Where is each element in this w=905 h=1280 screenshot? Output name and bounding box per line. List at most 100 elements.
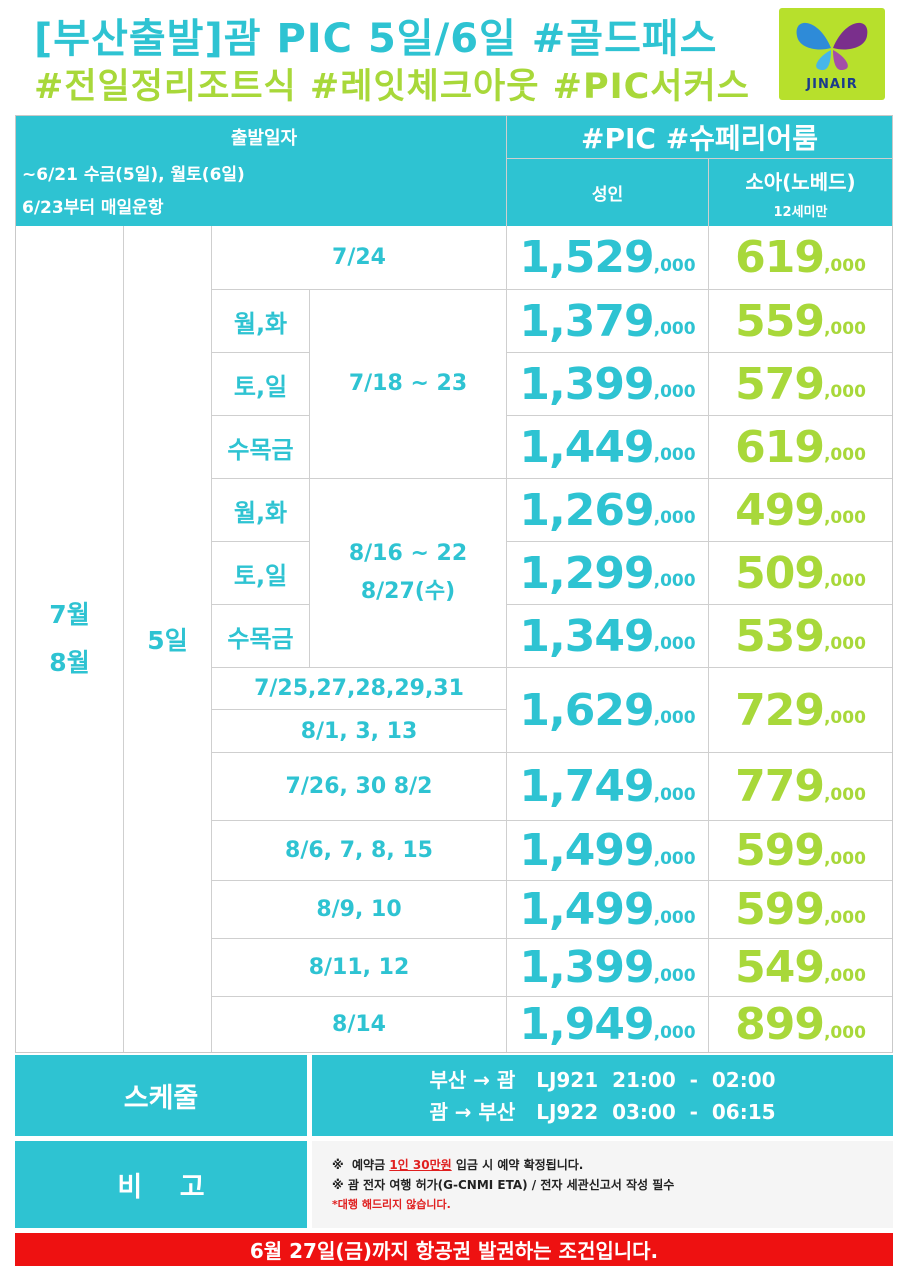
price-suffix: ,000: [653, 708, 696, 728]
price-suffix: ,000: [823, 255, 866, 276]
price-suffix: ,000: [653, 445, 696, 465]
child-price-cell: 599,000: [708, 820, 892, 880]
child-price: 619: [735, 232, 825, 283]
price-suffix: ,000: [823, 907, 866, 928]
adult-price-cell: 1,399,000: [506, 352, 708, 415]
date-label-2: 8/27(수): [360, 579, 456, 604]
adult-price-cell: 1,949,000: [506, 996, 708, 1052]
day-label: 월,화: [233, 498, 288, 527]
adult-price-cell: 1,349,000: [506, 604, 708, 667]
price-suffix: ,000: [823, 445, 866, 465]
adult-header: 성인: [506, 158, 708, 226]
date-label: 8/9, 10: [316, 897, 402, 922]
adult-price: 1,499: [519, 884, 654, 935]
child-price-cell: 619,000: [708, 226, 892, 289]
price-suffix: ,000: [823, 708, 866, 728]
adult-price: 1,399: [519, 942, 654, 993]
schedule-details: 부산 → 괌 LJ921 21:00 - 02:00 괌 → 부산 LJ922 …: [312, 1055, 893, 1136]
price-suffix: ,000: [823, 1022, 866, 1043]
child-price-cell: 509,000: [708, 541, 892, 604]
child-price: 509: [735, 547, 825, 599]
month-line-2: 8월: [49, 648, 90, 677]
price-suffix: ,000: [653, 255, 696, 276]
child-price-cell: 539,000: [708, 604, 892, 667]
date-label: 7/25,27,28,29,31: [254, 676, 464, 701]
date-label: 8/11, 12: [308, 955, 410, 980]
price-suffix: ,000: [823, 634, 866, 654]
deadline-banner: 6월 27일(금)까지 항공권 발권하는 조건입니다.: [15, 1233, 893, 1266]
child-note: 12세미만: [773, 204, 828, 220]
child-price-cell: 899,000: [708, 996, 892, 1052]
jinair-logo: JINAIR: [779, 8, 885, 100]
price-suffix: ,000: [823, 784, 866, 805]
day-cell: 수목금: [211, 415, 309, 478]
adult-price-cell: 1,629,000: [506, 667, 708, 752]
day-cell: 월,화: [211, 478, 309, 541]
adult-price: 1,449: [519, 421, 654, 473]
child-price: 549: [735, 942, 825, 993]
child-price-cell: 579,000: [708, 352, 892, 415]
child-price-cell: 559,000: [708, 289, 892, 352]
child-price-cell: 549,000: [708, 938, 892, 996]
price-suffix: ,000: [653, 1022, 696, 1043]
page-subtitle: #전일정리조트식 #레잇체크아웃 #PIC서커스: [34, 67, 750, 107]
child-price: 499: [735, 484, 825, 536]
child-label: 소아(노베드): [745, 169, 856, 194]
adult-price-cell: 1,749,000: [506, 752, 708, 820]
adult-price: 1,749: [519, 761, 654, 812]
schedule-return: 괌 → 부산 LJ922 03:00 - 06:15: [429, 1099, 776, 1124]
day-cell: 수목금: [211, 604, 309, 667]
adult-price-cell: 1,379,000: [506, 289, 708, 352]
adult-price-cell: 1,499,000: [506, 820, 708, 880]
adult-price: 1,629: [519, 684, 654, 736]
child-price: 779: [735, 761, 825, 812]
remarks-details: ※ 예약금 1인 30만원 입금 시 예약 확정됩니다. ※ 괌 전자 여행 허…: [312, 1141, 893, 1228]
adult-price-cell: 1,269,000: [506, 478, 708, 541]
child-price: 599: [735, 884, 825, 935]
day-label: 수목금: [227, 624, 294, 653]
child-header: 소아(노베드) 12세미만: [708, 158, 892, 226]
adult-price: 1,379: [519, 295, 654, 347]
child-price: 539: [735, 610, 825, 662]
adult-price: 1,399: [519, 358, 654, 410]
date-cell: 8/1, 3, 13: [211, 709, 506, 752]
date-label: 7/26, 30 8/2: [285, 774, 433, 799]
price-suffix: ,000: [823, 508, 866, 528]
date-cell: 8/14: [211, 996, 506, 1052]
butterfly-icon: [796, 22, 868, 70]
date-label: 8/14: [332, 1012, 386, 1037]
price-suffix: ,000: [653, 508, 696, 528]
day-label: 수목금: [227, 435, 294, 464]
day-cell: 월,화: [211, 289, 309, 352]
adult-price: 1,299: [519, 547, 654, 599]
date-label: 7/24: [332, 245, 386, 270]
price-suffix: ,000: [823, 571, 866, 591]
child-price-cell: 779,000: [708, 752, 892, 820]
child-price-cell: 729,000: [708, 667, 892, 752]
price-suffix: ,000: [653, 634, 696, 654]
child-price: 619: [735, 421, 825, 473]
remarks-label: 비 고: [15, 1141, 307, 1228]
price-suffix: ,000: [653, 382, 696, 402]
remark-no-agency: *대행 해드리지 않습니다.: [332, 1197, 451, 1211]
price-table: 출발일자 ~6/21 수금(5일), 월토(6일) 6/23부터 매일운항 #P…: [15, 115, 893, 1053]
departure-header: 출발일자 ~6/21 수금(5일), 월토(6일) 6/23부터 매일운항: [16, 116, 506, 226]
date-cell: 8/6, 7, 8, 15: [211, 820, 506, 880]
day-label: 월,화: [233, 309, 288, 338]
date-cell: 8/9, 10: [211, 880, 506, 938]
price-suffix: ,000: [653, 571, 696, 591]
date-label-2: 8/1, 3, 13: [300, 718, 418, 744]
deposit-amount: 1인 30만원: [389, 1157, 452, 1172]
day-label: 토,일: [233, 372, 288, 401]
day-cell: 토,일: [211, 541, 309, 604]
schedule-outbound: 부산 → 괌 LJ921 21:00 - 02:00: [429, 1067, 776, 1092]
price-suffix: ,000: [653, 907, 696, 928]
date-cell: 7/26, 30 8/2: [211, 752, 506, 820]
date-cell: 7/24: [211, 226, 506, 289]
price-suffix: ,000: [653, 319, 696, 339]
child-price: 729: [735, 684, 825, 736]
day-label: 토,일: [233, 561, 288, 590]
date-label: 7/18 ~ 23: [348, 371, 468, 396]
adult-price: 1,949: [519, 999, 654, 1050]
schedule-label: 스케줄: [15, 1055, 307, 1136]
